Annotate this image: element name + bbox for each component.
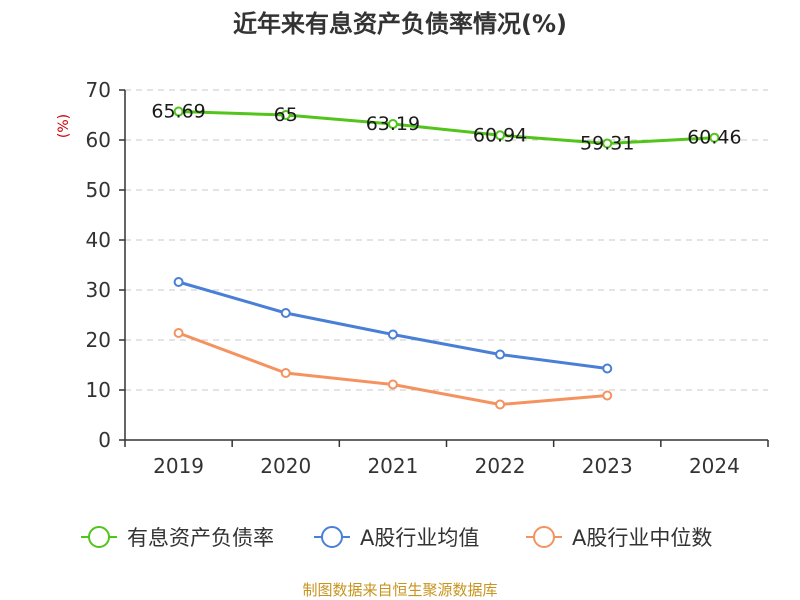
y-tick-label: 30 (86, 278, 111, 302)
chart-title: 近年来有息资产负债率情况(%) (233, 10, 567, 38)
y-tick-label: 20 (86, 328, 111, 352)
x-tick-label: 2020 (260, 454, 311, 478)
data-point (709, 132, 720, 143)
y-tick-label: 0 (98, 428, 111, 452)
data-point (280, 308, 291, 318)
data-point (387, 379, 398, 390)
data-point (387, 329, 398, 340)
y-tick-label: 10 (86, 378, 111, 402)
x-tick-label: 2019 (153, 454, 204, 478)
legend-label: A股行业中位数 (572, 526, 712, 550)
data-point (280, 110, 291, 120)
series-lines (173, 106, 720, 410)
data-point (387, 119, 398, 130)
data-point (173, 277, 184, 287)
source-note: 制图数据来自恒生聚源数据库 (302, 581, 497, 599)
y-tick-label: 40 (86, 228, 111, 252)
legend-label: 有息资产负债率 (127, 526, 274, 550)
grid (125, 89, 768, 391)
data-point (280, 368, 291, 378)
data-label: 63.19 (366, 113, 420, 135)
data-label: 59.31 (580, 132, 634, 154)
data-label: 65 (274, 104, 298, 126)
legend-swatch-marker (533, 526, 555, 548)
axes: 0 10 20 30 40 50 60 70 2019 2020 2021 2022 2023 2024 (86, 78, 769, 478)
data-label: 60.46 (687, 127, 741, 149)
data-point (173, 328, 184, 338)
series-line-0 (178, 110, 715, 145)
x-tick-label: 2022 (475, 454, 526, 478)
legend-item-0: 有息资产负债率 (81, 526, 274, 550)
data-label: 65.69 (151, 101, 205, 123)
legend: 有息资产负债率 A股行业均值 A股行业中位数 (81, 526, 712, 550)
legend-item-1: A股行业均值 (314, 526, 479, 550)
data-point (602, 363, 613, 374)
legend-swatch-marker (88, 526, 110, 548)
data-point (602, 390, 613, 401)
x-tick-label: 2023 (582, 454, 633, 478)
y-tick-label: 60 (86, 128, 111, 152)
data-labels: 65.69 65 63.19 60.94 59.31 60.46 (151, 101, 741, 155)
x-tick-label: 2024 (689, 454, 740, 478)
y-tick-label: 70 (86, 78, 111, 102)
x-tick-label: 2021 (367, 454, 418, 478)
series-line-2 (178, 331, 608, 406)
legend-label: A股行业均值 (360, 526, 479, 550)
data-point (495, 349, 506, 360)
y-axis-label: (%) (56, 114, 72, 138)
data-point (602, 138, 613, 149)
y-tick-label: 50 (86, 178, 111, 202)
data-label: 60.94 (473, 124, 527, 146)
legend-swatch-marker (321, 526, 343, 548)
data-point (173, 106, 184, 117)
data-point (495, 399, 506, 410)
legend-item-2: A股行业中位数 (526, 526, 712, 550)
data-point (495, 130, 506, 141)
